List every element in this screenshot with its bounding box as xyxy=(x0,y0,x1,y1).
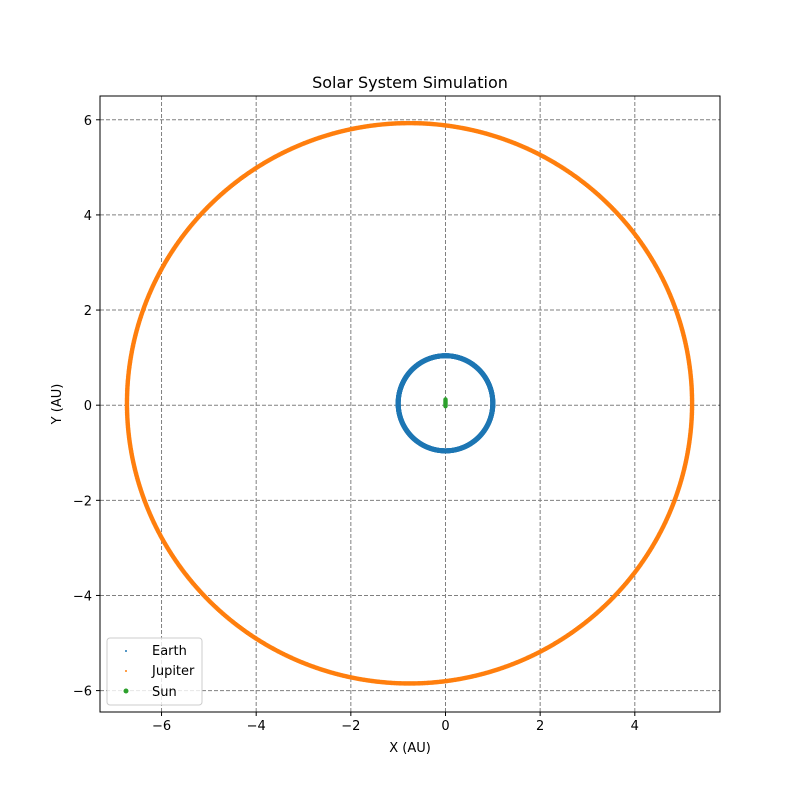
data-point xyxy=(493,402,496,405)
chart-title: Solar System Simulation xyxy=(312,73,508,92)
plot-data xyxy=(124,120,695,686)
series-earth xyxy=(395,353,496,454)
